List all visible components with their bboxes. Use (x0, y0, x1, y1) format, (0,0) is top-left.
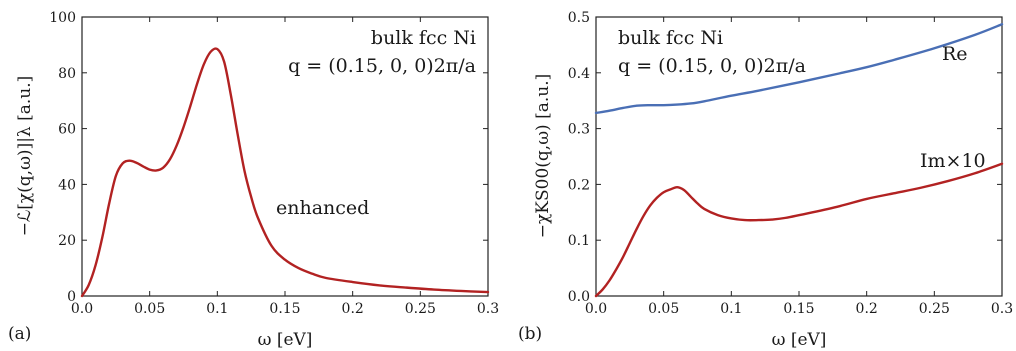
legend-label-re: Re (942, 43, 968, 65)
x-tick-label: 0.15 (269, 301, 300, 317)
y-tick-label: 60 (58, 122, 76, 138)
x-tick-label: 0.15 (783, 301, 814, 317)
series-line-im-10 (594, 162, 1004, 298)
x-tick-label: 0.05 (648, 301, 679, 317)
series-line-enhanced (80, 47, 490, 298)
x-tick-label: 0.2 (342, 301, 364, 317)
annotation-title-a: bulk fcc Ni (371, 27, 476, 49)
y-tick-label: 20 (58, 233, 76, 249)
panel-a: 0.0 0.05 0.1 0.15 0.2 0.25 0.3 0 20 40 60 80 100 bul… (8, 10, 499, 350)
y-tick-label: 80 (58, 66, 76, 82)
panel-label-a: (a) (8, 324, 31, 344)
y-tick-label: 0.1 (568, 233, 590, 249)
annotation-title-b: bulk fcc Ni (618, 27, 723, 49)
legend-label-enhanced: enhanced (276, 197, 369, 219)
y-tick-label: 0 (67, 289, 76, 305)
y-tick-label: 0.2 (568, 177, 590, 193)
x-tick-label: 0.0 (71, 301, 93, 317)
y-axis-label-a: −ℒ[χ(q,ω)]|λ [a.u.] (15, 76, 35, 237)
x-tick-label: 0.3 (477, 301, 499, 317)
series-line-re (594, 23, 1004, 115)
panel-label-b: (b) (518, 324, 542, 344)
annotation-q-b: q = (0.15, 0, 0)2π/a (618, 55, 806, 77)
x-tick-label: 0.1 (206, 301, 228, 317)
y-tick-label: 0.5 (568, 10, 590, 26)
x-tick-label: 0.25 (919, 301, 950, 317)
y-tick-label: 40 (58, 177, 76, 193)
y-tick-label: 0.3 (568, 122, 590, 138)
x-axis-label-b: ω [eV] (772, 330, 827, 350)
y-tick-label: 0.0 (568, 289, 590, 305)
x-tick-label: 0.1 (720, 301, 742, 317)
x-tick-label: 0.25 (405, 301, 436, 317)
panel-b: 0.0 0.05 0.1 0.15 0.2 0.25 0.3 0.0 0.1 0.2 0.3 0.4 0… (518, 10, 1013, 350)
legend-label-im: Im×10 (920, 150, 986, 172)
y-axis-label-b: −χKS00(q,ω) [a.u.] (533, 74, 553, 239)
x-axis-label-a: ω [eV] (258, 330, 313, 350)
x-tick-label: 0.0 (585, 301, 607, 317)
x-tick-label: 0.05 (134, 301, 165, 317)
y-tick-label: 0.4 (568, 66, 590, 82)
x-tick-label: 0.2 (856, 301, 878, 317)
annotation-q-a: q = (0.15, 0, 0)2π/a (288, 55, 476, 77)
x-tick-label: 0.3 (991, 301, 1013, 317)
y-tick-label: 100 (49, 10, 76, 26)
